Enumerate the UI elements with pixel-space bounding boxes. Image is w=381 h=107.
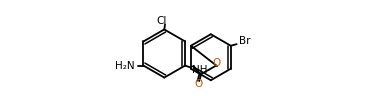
Text: NH: NH xyxy=(192,65,207,75)
Text: O: O xyxy=(195,79,203,89)
Text: O: O xyxy=(213,58,221,68)
Text: Cl: Cl xyxy=(157,16,167,26)
Text: H₂N: H₂N xyxy=(115,61,134,71)
Text: Br: Br xyxy=(239,36,251,46)
